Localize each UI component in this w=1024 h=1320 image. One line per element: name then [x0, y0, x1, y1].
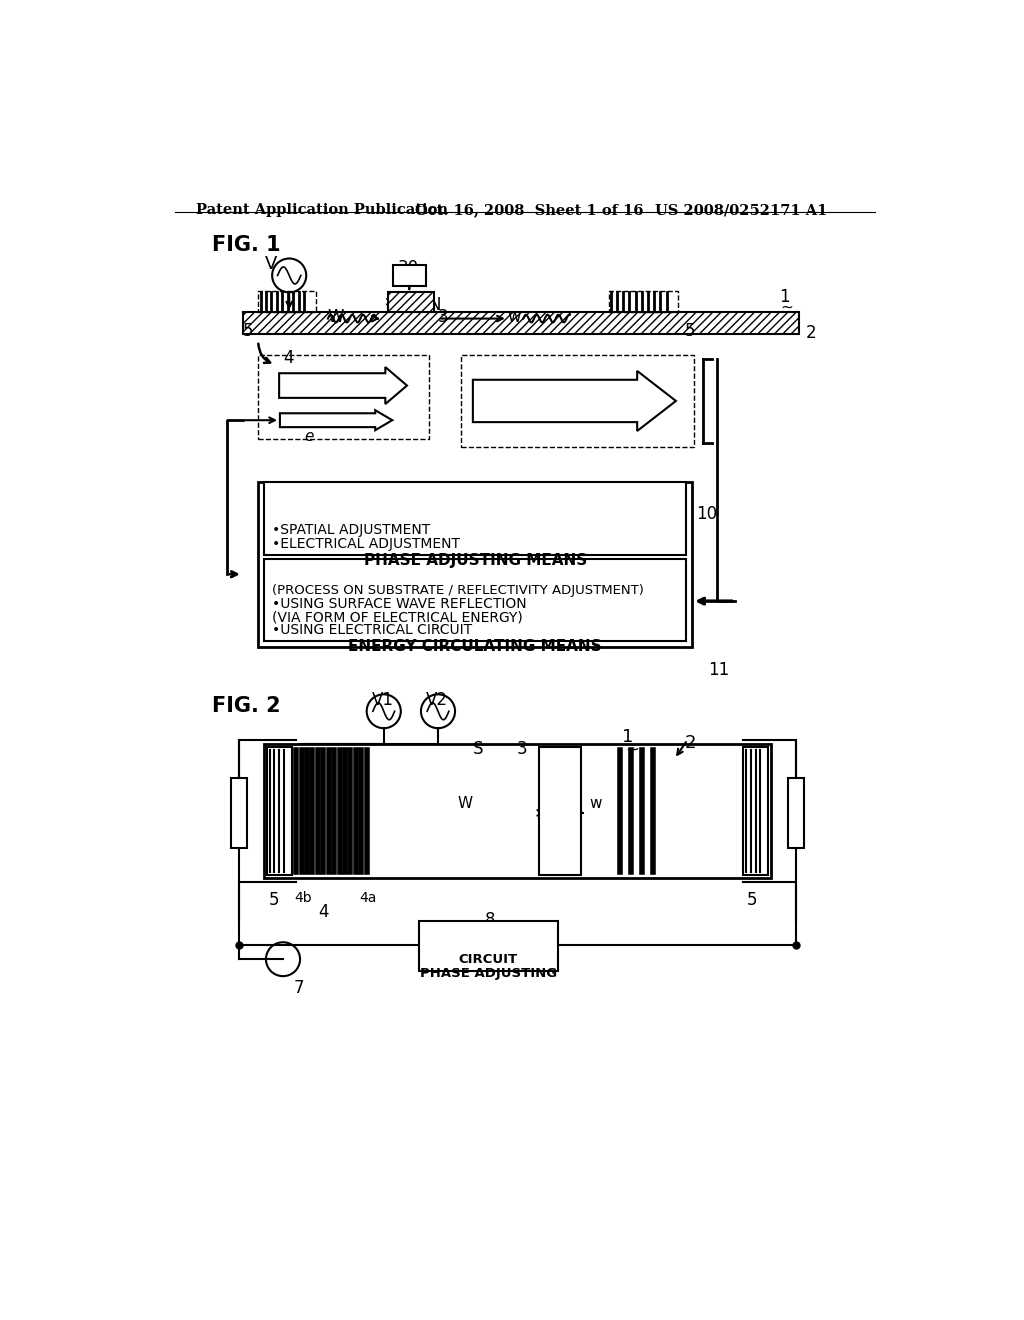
Text: 5: 5 — [746, 891, 757, 908]
Bar — [388, 293, 434, 313]
Text: 4b: 4b — [295, 891, 312, 904]
Text: 7: 7 — [294, 979, 304, 997]
Text: N: N — [429, 296, 441, 314]
Text: 1: 1 — [779, 288, 790, 306]
Text: ENERGY CIRCULATING MEANS: ENERGY CIRCULATING MEANS — [348, 639, 602, 653]
Text: 2: 2 — [805, 323, 816, 342]
Text: 5: 5 — [684, 322, 695, 339]
Text: 4: 4 — [317, 903, 329, 921]
Text: W: W — [328, 308, 344, 326]
Text: E: E — [539, 380, 551, 399]
Text: 3: 3 — [517, 739, 527, 758]
Bar — [539, 747, 582, 875]
FancyArrow shape — [280, 367, 407, 404]
Text: US 2008/0252171 A1: US 2008/0252171 A1 — [655, 203, 827, 216]
Text: PHASE ADJUSTING: PHASE ADJUSTING — [420, 966, 557, 979]
Bar — [243, 313, 799, 334]
Text: (VIA FORM OF ELECTRICAL ENERGY): (VIA FORM OF ELECTRICAL ENERGY) — [272, 610, 523, 624]
Text: 3: 3 — [438, 308, 449, 326]
Text: FIG. 1: FIG. 1 — [212, 235, 281, 255]
Bar — [266, 747, 292, 875]
Bar — [788, 779, 804, 847]
Text: 4: 4 — [283, 350, 294, 367]
Text: FIG. 2: FIG. 2 — [212, 696, 281, 715]
Text: ~: ~ — [780, 300, 794, 314]
Text: Oct. 16, 2008  Sheet 1 of 16: Oct. 16, 2008 Sheet 1 of 16 — [415, 203, 643, 216]
Bar — [388, 293, 434, 313]
Bar — [743, 747, 768, 875]
Text: 1: 1 — [623, 729, 634, 746]
Text: 8: 8 — [484, 911, 495, 929]
Bar — [264, 482, 686, 554]
Text: CIRCUIT: CIRCUIT — [459, 953, 518, 966]
Text: w: w — [508, 308, 521, 326]
Text: L: L — [232, 818, 241, 833]
Text: •SPATIAL ADJUSTMENT: •SPATIAL ADJUSTMENT — [272, 524, 430, 537]
Text: V1: V1 — [372, 692, 394, 709]
Bar — [258, 482, 692, 647]
Text: 4a: 4a — [359, 891, 377, 904]
Text: •USING SURFACE WAVE REFLECTION: •USING SURFACE WAVE REFLECTION — [272, 598, 526, 611]
Text: V: V — [264, 256, 276, 273]
Text: 5: 5 — [243, 322, 253, 339]
Text: e: e — [305, 429, 314, 445]
Bar — [258, 355, 429, 440]
Text: 10: 10 — [696, 506, 717, 523]
Text: (PROCESS ON SUBSTRATE / REFLECTIVITY ADJUSTMENT): (PROCESS ON SUBSTRATE / REFLECTIVITY ADJ… — [272, 585, 644, 597]
Text: 11: 11 — [708, 661, 729, 680]
Bar — [231, 779, 247, 847]
Text: 30: 30 — [397, 259, 419, 277]
Text: PHASE ADJUSTING MEANS: PHASE ADJUSTING MEANS — [364, 553, 587, 568]
Text: ~: ~ — [625, 741, 639, 759]
Text: •USING ELECTRICAL CIRCUIT: •USING ELECTRICAL CIRCUIT — [272, 623, 472, 638]
Text: 2: 2 — [684, 734, 696, 752]
Bar — [419, 921, 558, 970]
Bar — [264, 558, 686, 642]
Bar — [243, 313, 799, 334]
Text: E0: E0 — [305, 372, 326, 391]
FancyArrow shape — [280, 411, 392, 430]
Bar — [258, 290, 316, 313]
Text: S: S — [473, 739, 483, 758]
Text: W: W — [458, 796, 472, 810]
Text: w: w — [589, 796, 602, 810]
Text: •ELECTRICAL ADJUSTMENT: •ELECTRICAL ADJUSTMENT — [272, 537, 460, 552]
Text: V2: V2 — [426, 692, 449, 709]
Text: L: L — [790, 818, 798, 833]
FancyArrow shape — [473, 371, 676, 430]
Text: Patent Application Publication: Patent Application Publication — [197, 203, 449, 216]
Bar — [461, 355, 693, 447]
Bar — [263, 743, 771, 878]
Bar — [393, 264, 426, 286]
Bar — [608, 290, 678, 313]
Text: 5: 5 — [268, 891, 279, 908]
